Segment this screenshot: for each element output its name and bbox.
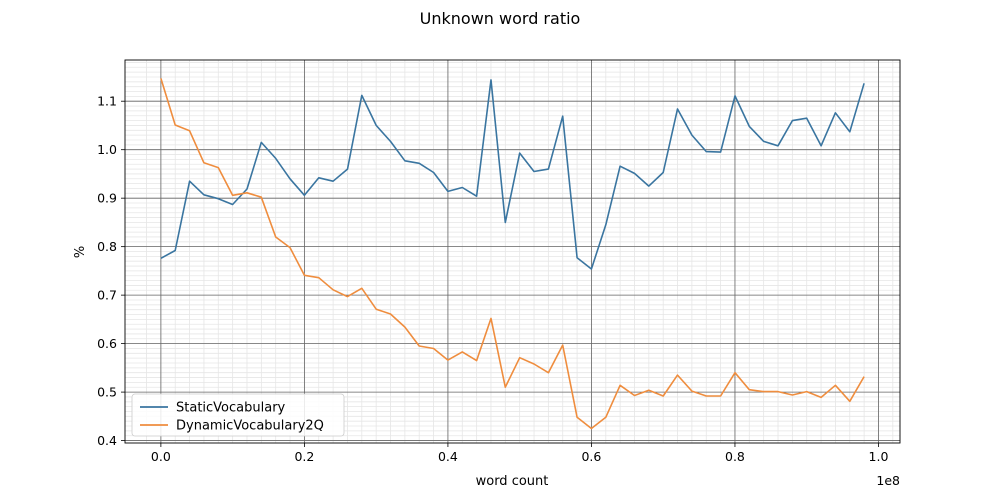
x-tick-label: 0.6 <box>581 449 601 464</box>
x-tick-label: 0.8 <box>725 449 745 464</box>
y-tick-label: 1.0 <box>97 142 117 157</box>
y-tick-label: 0.4 <box>97 433 117 448</box>
x-offset-label: 1e8 <box>876 473 900 488</box>
x-tick-label: 0.4 <box>438 449 458 464</box>
plot-frame <box>124 59 901 444</box>
y-axis-ticks: 0.4 0.5 0.6 0.7 0.8 0.9 1.0 1.1 <box>97 94 125 448</box>
legend-entry: StaticVocabulary <box>176 401 286 416</box>
x-tick-label: 1.0 <box>869 449 889 464</box>
y-tick-label: 0.7 <box>97 288 117 303</box>
y-tick-label: 0.5 <box>97 385 117 400</box>
x-tick-label: 0.2 <box>294 449 314 464</box>
series-line-staticvocabulary <box>160 79 865 270</box>
legend-entry: DynamicVocabulary2Q <box>176 419 324 434</box>
x-axis-label: word count <box>476 474 549 489</box>
major-grid <box>125 60 900 443</box>
y-tick-label: 0.8 <box>97 239 117 254</box>
x-axis-ticks: 0.0 0.2 0.4 0.6 0.8 1.0 <box>151 443 889 464</box>
y-axis-label: % <box>73 246 88 258</box>
series-layer <box>160 78 865 430</box>
legend-box <box>131 393 345 437</box>
y-tick-label: 0.6 <box>97 336 117 351</box>
y-tick-label: 0.9 <box>97 191 117 206</box>
series-line-dynamicvocabulary2q <box>160 78 865 430</box>
y-tick-label: 1.1 <box>97 94 117 109</box>
chart-title: Unknown word ratio <box>420 9 581 28</box>
legend: StaticVocabulary DynamicVocabulary2Q <box>131 393 345 437</box>
minor-grid <box>125 60 900 443</box>
x-tick-label: 0.0 <box>151 449 171 464</box>
